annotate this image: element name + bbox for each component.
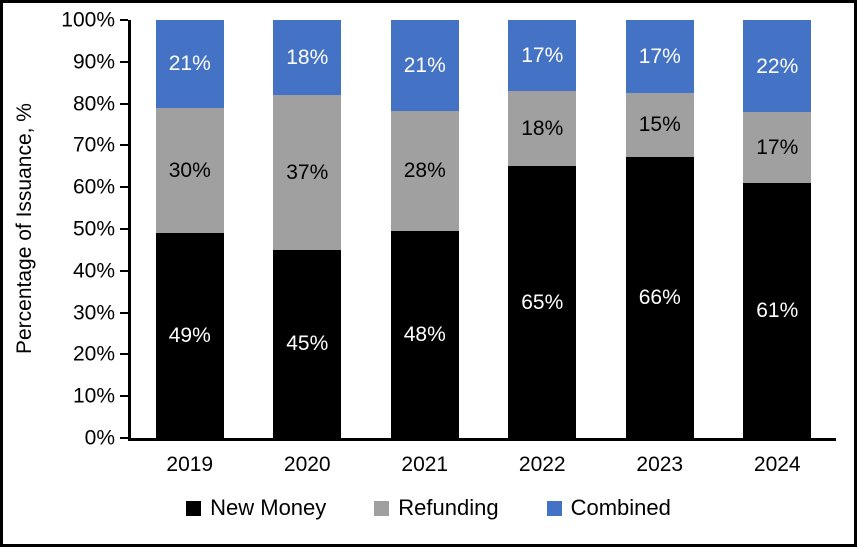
bar-segment-label: 61% — [756, 299, 799, 323]
bar-segment-new-money-2024: 61% — [743, 183, 812, 438]
bar-segment-label: 37% — [286, 161, 329, 185]
bar-segment-label: 21% — [403, 53, 446, 77]
bar-segment-refunding-2019: 30% — [155, 107, 224, 234]
bar-segment-new-money-2020: 45% — [273, 249, 342, 438]
bar-column-2019: 49% 30% 21% — [131, 20, 249, 438]
bar-segment-new-money-2023: 66% — [625, 156, 694, 438]
legend-label: Combined — [570, 495, 671, 520]
x-axis-tick-labels: 2019 2020 2021 2022 2023 2024 — [131, 453, 836, 477]
y-tick-label: 60% — [72, 175, 115, 199]
bars-container: 49% 30% 21% 45% 37% 18% 48% 28% 21% 65% 18% 17% 66% 1… — [131, 20, 836, 438]
bar-segment-label: 49% — [168, 324, 211, 348]
y-tick-mark — [120, 19, 128, 21]
legend-swatch-icon — [374, 500, 390, 516]
y-tick-label: 10% — [72, 384, 115, 408]
bar-segment-combined-2023: 17% — [625, 20, 694, 93]
y-tick-mark — [120, 311, 128, 314]
y-tick-label: 20% — [72, 342, 115, 366]
bar-segment-new-money-2022: 65% — [508, 166, 577, 438]
y-tick-label: 0% — [84, 426, 115, 450]
legend-swatch-icon — [546, 500, 562, 516]
bar-segment-label: 65% — [521, 290, 564, 314]
y-tick-mark — [120, 186, 128, 189]
y-axis-tick-labels: 0% 10% 20% 30% 40% 50% 60% 70% 80% 90% 100% — [3, 10, 115, 449]
y-tick-mark — [120, 60, 128, 63]
bar-segment-new-money-2021: 48% — [390, 231, 459, 438]
bar-segment-refunding-2021: 28% — [390, 110, 459, 232]
bar-segment-refunding-2023: 15% — [625, 92, 694, 157]
bar-segment-label: 28% — [403, 159, 446, 183]
bar-segment-label: 45% — [286, 332, 329, 356]
bar-segment-combined-2020: 18% — [273, 20, 342, 96]
bar-segment-label: 18% — [521, 117, 564, 141]
bar-segment-label: 66% — [638, 285, 681, 309]
y-tick-label: 50% — [72, 217, 115, 241]
bar-segment-label: 22% — [756, 54, 799, 78]
bar-segment-combined-2021: 21% — [390, 20, 459, 111]
bar-column-2023: 66% 15% 17% — [601, 20, 719, 438]
y-tick-mark — [120, 269, 128, 272]
bar-segment-label: 17% — [756, 136, 799, 159]
x-tick-label-2022: 2022 — [518, 453, 566, 476]
x-tick-label-2019: 2019 — [166, 453, 214, 476]
legend-label: Refunding — [398, 495, 499, 520]
legend-swatch-icon — [186, 500, 202, 516]
plot-area: 49% 30% 21% 45% 37% 18% 48% 28% 21% 65% 18% 17% 66% 1… — [120, 19, 836, 441]
bar-segment-label: 17% — [521, 44, 564, 68]
bar-segment-label: 48% — [403, 323, 446, 347]
y-tick-label: 70% — [72, 133, 115, 157]
bar-column-2022: 65% 18% 17% — [484, 20, 602, 438]
legend: New Money Refunding Combined — [3, 495, 854, 521]
x-tick-label-2020: 2020 — [283, 453, 331, 476]
bar-segment-label: 15% — [638, 113, 681, 137]
bar-segment-refunding-2024: 17% — [743, 111, 812, 184]
x-tick-label-2023: 2023 — [636, 453, 684, 476]
legend-label: New Money — [210, 495, 327, 520]
y-tick-label: 40% — [72, 259, 115, 283]
y-tick-label: 90% — [72, 50, 115, 74]
bar-segment-label: 17% — [638, 44, 681, 68]
y-tick-mark — [120, 353, 128, 356]
bar-segment-label: 18% — [286, 46, 329, 70]
y-tick-mark — [120, 437, 128, 439]
y-tick-label: 100% — [61, 8, 115, 32]
y-tick-mark — [120, 102, 128, 105]
x-tick-label-2024: 2024 — [753, 453, 801, 476]
bar-column-2020: 45% 37% 18% — [249, 20, 367, 438]
legend-item-combined: Combined — [546, 495, 671, 521]
y-tick-mark — [120, 395, 128, 398]
bar-segment-refunding-2020: 37% — [273, 95, 342, 250]
y-tick-label: 30% — [72, 301, 115, 325]
bar-segment-combined-2019: 21% — [155, 20, 224, 108]
bar-segment-combined-2024: 22% — [743, 20, 812, 112]
bar-segment-refunding-2022: 18% — [508, 91, 577, 167]
bar-column-2021: 48% 28% 21% — [366, 20, 484, 438]
legend-item-new-money: New Money — [186, 495, 326, 521]
bar-segment-combined-2022: 17% — [508, 20, 577, 92]
y-tick-mark — [120, 144, 128, 147]
bar-segment-new-money-2019: 49% — [155, 233, 224, 438]
legend-item-refunding: Refunding — [374, 495, 499, 521]
bar-segment-label: 21% — [168, 52, 211, 76]
x-tick-label-2021: 2021 — [401, 453, 449, 476]
y-tick-label: 80% — [72, 92, 115, 116]
bar-segment-label: 30% — [168, 158, 211, 182]
bar-column-2024: 61% 17% 22% — [719, 20, 837, 438]
y-tick-mark — [120, 228, 128, 230]
